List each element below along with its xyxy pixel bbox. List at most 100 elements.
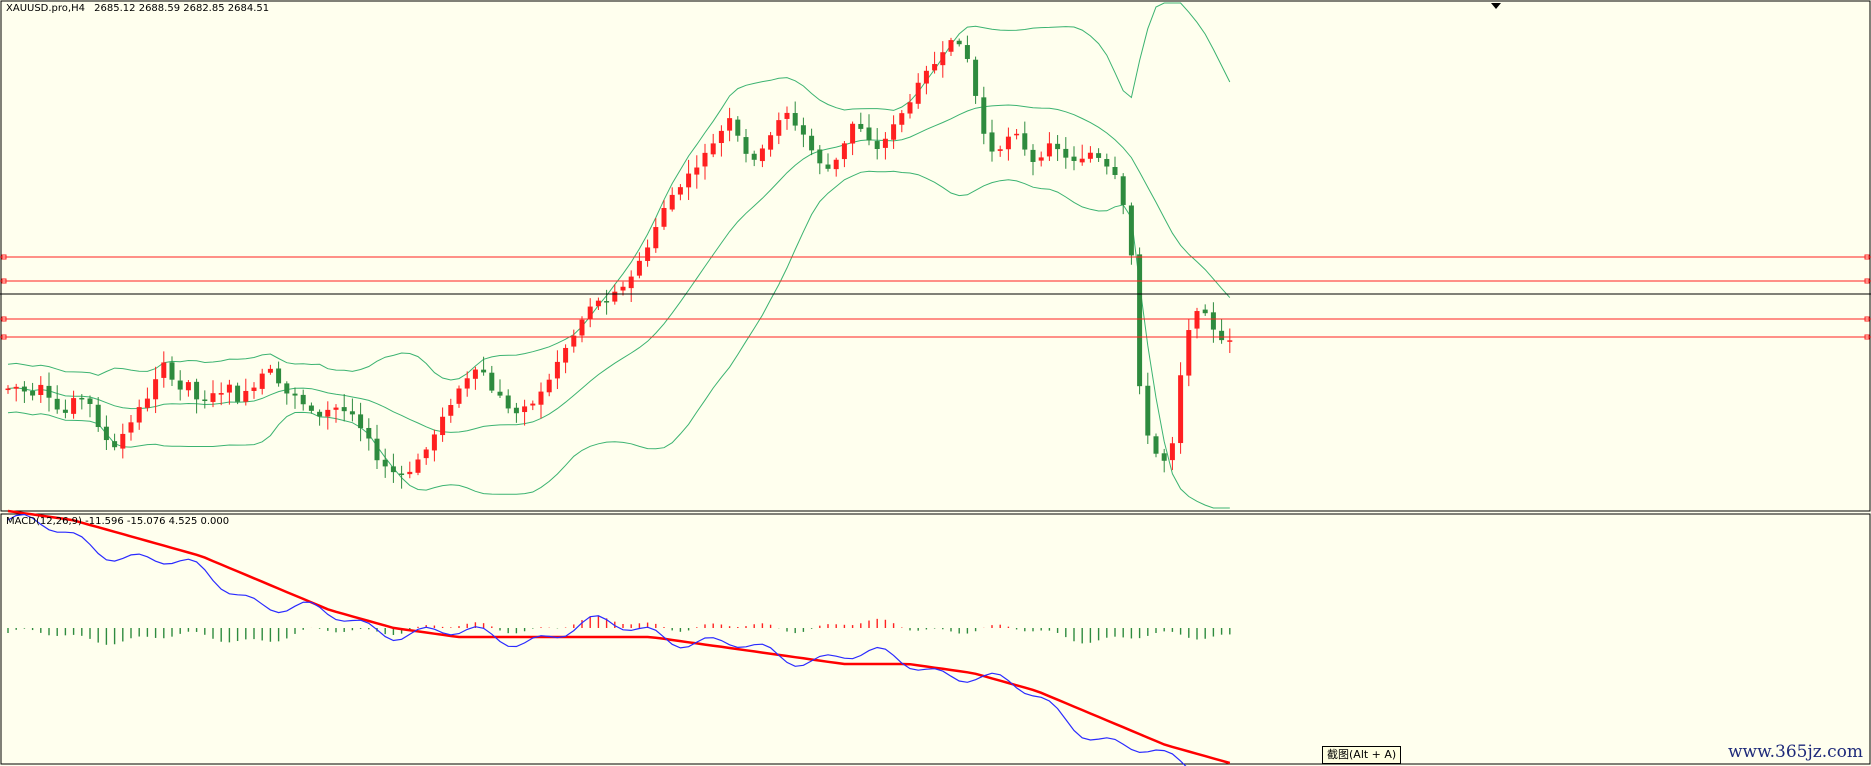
candlesticks <box>5 35 1233 489</box>
bear-candle <box>489 372 495 391</box>
bear-candle <box>866 127 872 141</box>
bull-candle <box>448 405 454 416</box>
bull-candle <box>185 382 191 391</box>
bear-candle <box>202 399 208 402</box>
bear-candle <box>276 368 282 384</box>
bear-candle <box>177 380 183 390</box>
bull-candle <box>243 390 249 402</box>
bull-candle <box>833 159 839 170</box>
bear-candle <box>800 125 806 135</box>
line-handle[interactable] <box>1864 278 1870 284</box>
bull-candle <box>628 276 634 289</box>
bear-candle <box>481 369 487 373</box>
bull-candle <box>563 347 569 363</box>
bull-candle <box>882 138 888 148</box>
bear-candle <box>981 97 987 134</box>
bear-candle <box>317 411 323 417</box>
bull-candle <box>1079 158 1085 163</box>
macd-panel[interactable] <box>0 513 1871 765</box>
bear-candle <box>1202 309 1208 314</box>
bull-candle <box>915 82 921 104</box>
horizontal-lines[interactable] <box>0 254 1871 340</box>
bull-candle <box>530 403 536 406</box>
bear-candle <box>399 473 405 476</box>
bear-candle <box>743 137 749 154</box>
bear-candle <box>817 149 823 164</box>
bull-candle <box>538 391 544 405</box>
bull-candle <box>472 369 478 379</box>
line-handle[interactable] <box>1864 316 1870 322</box>
bull-candle <box>710 143 716 155</box>
bull-candle <box>612 291 618 302</box>
bear-candle <box>973 59 979 96</box>
bull-candle <box>579 319 585 336</box>
bull-candle <box>850 123 856 144</box>
bull-candle <box>218 393 224 395</box>
bull-candle <box>636 260 642 276</box>
bollinger-lower <box>7 170 1230 509</box>
bear-candle <box>751 153 757 160</box>
bull-candle <box>440 416 446 436</box>
bull-candle <box>1038 157 1044 161</box>
bear-candle <box>366 427 372 439</box>
bull-candle <box>587 306 593 319</box>
bull-candle <box>1005 136 1011 150</box>
bull-candle <box>13 386 19 389</box>
bear-candle <box>292 393 298 396</box>
bull-candle <box>727 118 733 131</box>
bear-candle <box>1055 143 1061 150</box>
bull-candle <box>899 113 905 125</box>
chart-header: XAUUSD.pro,H4 2685.12 2688.59 2682.85 26… <box>6 3 269 14</box>
bull-candle <box>841 143 847 160</box>
bull-candle <box>1087 152 1093 159</box>
bull-candle <box>71 398 77 414</box>
line-handle[interactable] <box>1864 334 1870 340</box>
watermark: www.365jz.com <box>1728 742 1863 762</box>
line-handle[interactable] <box>1864 254 1870 260</box>
bear-candle <box>358 414 364 429</box>
bull-candle <box>595 300 601 307</box>
bear-candle <box>735 119 741 136</box>
bear-candle <box>194 381 200 400</box>
bull-candle <box>5 388 11 391</box>
bull-candle <box>1169 443 1175 461</box>
line-handle[interactable] <box>1 334 7 340</box>
bull-candle <box>128 422 134 433</box>
line-handle[interactable] <box>1 254 7 260</box>
price-panel[interactable] <box>0 0 1871 512</box>
bull-candle <box>153 379 159 400</box>
bear-candle <box>1071 156 1077 161</box>
bull-candle <box>259 373 265 389</box>
bear-candle <box>1161 453 1167 461</box>
bear-candle <box>21 386 27 392</box>
bull-candle <box>161 362 167 378</box>
bear-candle <box>87 398 93 404</box>
bull-candle <box>456 388 462 404</box>
bull-candle <box>226 384 232 393</box>
bear-candle <box>390 466 396 473</box>
line-handle[interactable] <box>1 316 7 322</box>
bull-candle <box>784 112 790 119</box>
bear-candle <box>95 404 101 428</box>
line-handle[interactable] <box>1 278 7 284</box>
bear-candle <box>54 398 60 410</box>
bull-candle <box>1227 340 1233 342</box>
bear-candle <box>956 40 962 45</box>
bull-candle <box>768 135 774 150</box>
scroll-marker-icon[interactable] <box>1491 3 1501 9</box>
bear-candle <box>505 395 511 409</box>
bear-candle <box>792 113 798 126</box>
macd-histogram <box>7 616 1231 645</box>
bull-candle <box>1046 143 1052 157</box>
bull-candle <box>620 286 626 291</box>
macd-main-line <box>7 513 1187 766</box>
bear-candle <box>989 132 995 152</box>
bull-candle <box>702 152 708 167</box>
bull-candle <box>38 384 44 396</box>
bear-candle <box>809 135 815 151</box>
bull-candle <box>907 102 913 114</box>
bull-candle <box>645 247 651 261</box>
bear-candle <box>169 362 175 380</box>
bull-candle <box>1178 375 1184 444</box>
